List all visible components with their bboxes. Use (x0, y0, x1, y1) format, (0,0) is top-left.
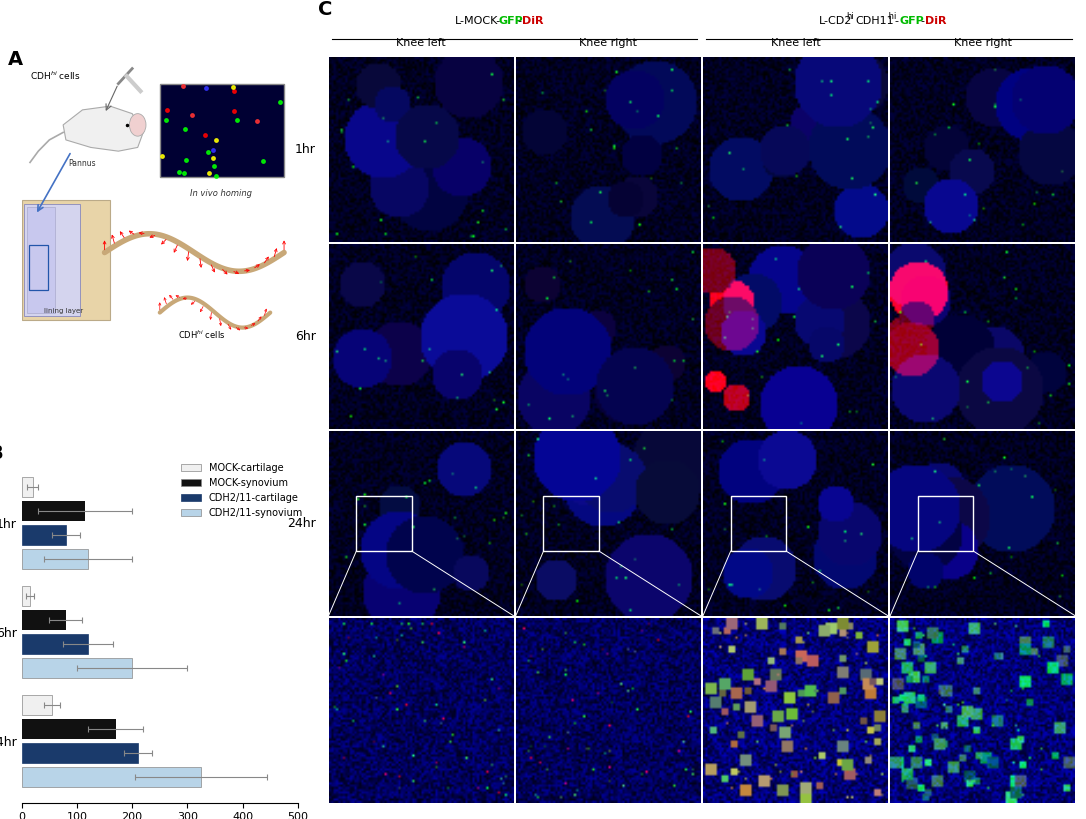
Text: B: B (0, 444, 3, 464)
Bar (22, 525, 66, 545)
Text: CDH11: CDH11 (856, 16, 894, 26)
Bar (22, 549, 88, 568)
Legend: MOCK-cartilage, MOCK-synovium, CDH2/11-cartilage, CDH2/11-synovium: MOCK-cartilage, MOCK-synovium, CDH2/11-c… (177, 459, 307, 522)
Text: -: - (895, 16, 898, 26)
Text: Knee left: Knee left (771, 38, 820, 48)
Bar (22, 634, 88, 654)
Text: 6hr: 6hr (294, 330, 316, 343)
Bar (28, 245, 48, 290)
Text: -: - (518, 16, 522, 26)
Text: Pannus: Pannus (68, 159, 97, 168)
Bar (543, 495, 599, 551)
Text: GFP: GFP (498, 16, 523, 26)
Circle shape (129, 114, 146, 136)
Bar (22, 767, 201, 787)
Text: CDH$^{hi}$ cells: CDH$^{hi}$ cells (178, 329, 225, 342)
Bar (22, 477, 33, 496)
Polygon shape (63, 106, 143, 152)
Bar (160, 84, 285, 178)
Bar (27, 207, 55, 313)
Text: -: - (921, 16, 924, 26)
Text: DiR: DiR (522, 16, 544, 26)
Text: DiR: DiR (925, 16, 946, 26)
Text: Knee right: Knee right (579, 38, 637, 48)
Text: hi: hi (847, 12, 855, 21)
Text: In vivo homing: In vivo homing (190, 188, 252, 197)
Text: 24hr: 24hr (287, 517, 316, 530)
Bar (22, 658, 132, 678)
Bar (22, 501, 85, 521)
Text: CDH$^{hi}$ cells: CDH$^{hi}$ cells (29, 70, 80, 82)
Bar (25, 204, 79, 316)
Bar (22, 200, 110, 320)
Bar (731, 495, 786, 551)
Text: Knee right: Knee right (954, 38, 1012, 48)
Bar (22, 586, 30, 606)
Text: L-MOCK-: L-MOCK- (455, 16, 501, 26)
Bar (22, 610, 66, 630)
Text: GFP: GFP (900, 16, 924, 26)
Bar (22, 695, 52, 715)
Bar (22, 719, 115, 739)
Text: L-CD2: L-CD2 (819, 16, 851, 26)
Text: 1hr: 1hr (294, 143, 316, 156)
Bar (22, 744, 138, 763)
Text: hi: hi (886, 12, 896, 21)
Text: A: A (8, 50, 23, 69)
Text: lining layer: lining layer (43, 308, 83, 314)
Bar (918, 495, 973, 551)
Text: Knee left: Knee left (396, 38, 446, 48)
Bar (356, 495, 412, 551)
Text: C: C (318, 0, 332, 19)
